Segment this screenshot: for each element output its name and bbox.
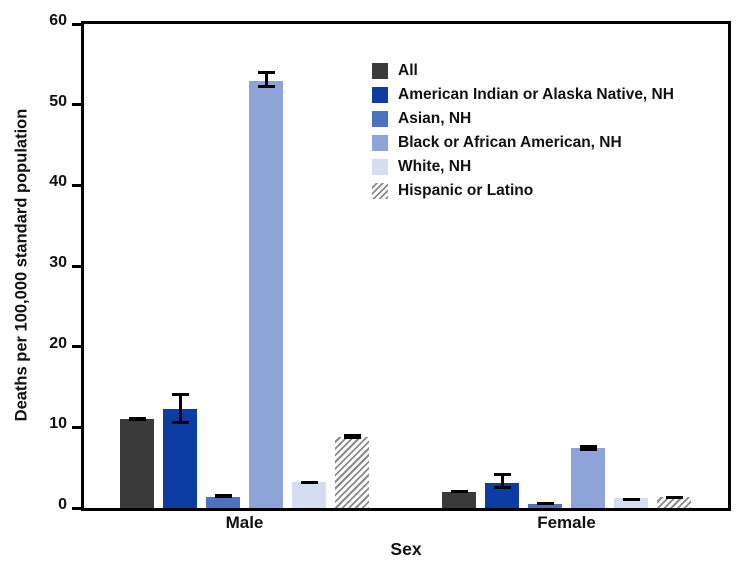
error-bar-cap-bottom [257,84,275,88]
error-bar-cap-bottom [300,480,318,484]
error-bar-cap-bottom [622,497,640,501]
legend-swatch-icon [372,63,388,79]
y-tick-mark [72,425,81,429]
bar-male-hispanic-or-latino [335,437,369,508]
y-tick-label: 60 [49,12,67,29]
legend-label: Asian, NH [398,110,472,127]
error-bar [300,480,318,484]
y-tick-label: 30 [49,254,67,271]
error-bar [128,416,146,421]
bar-female-asian-nh [528,503,562,508]
category-label-female: Female [537,513,596,532]
error-bar-cap-bottom [128,417,146,421]
error-bar-cap-bottom [171,421,189,425]
legend-swatch-icon [372,159,388,175]
error-bar [579,445,597,451]
bar-male-white-nh [292,482,326,508]
error-bar-line [500,473,504,490]
legend-label: Black or African American, NH [398,134,622,151]
bar-female-white-nh [614,498,648,508]
error-bar [257,70,275,88]
y-tick-mark [72,103,81,107]
bar-female-hispanic-or-latino [657,496,691,508]
legend-item: Hispanic or Latino [372,182,674,199]
error-bar-cap-top [257,70,275,74]
error-bar [171,392,189,425]
legend-item: Asian, NH [372,110,674,127]
y-tick-label: 10 [49,415,67,433]
error-bar-line [264,70,268,88]
legend-swatch-icon [372,87,388,103]
legend-label: White, NH [398,158,472,175]
legend-swatch-icon [372,135,388,151]
error-bar-cap-bottom [343,435,361,439]
y-tick-mark [72,345,81,349]
legend-swatch-icon [372,111,388,127]
legend-item: Black or African American, NH [372,134,674,151]
category-label-male: Male [225,513,264,532]
bar-female-all [442,491,476,508]
error-bar [622,497,640,501]
error-bar-cap-bottom [493,486,511,490]
error-bar-cap-top [579,445,597,449]
y-tick-label: 0 [58,496,67,513]
error-bar-cap-bottom [214,495,232,499]
y-tick-label: 40 [49,173,67,191]
x-axis-title: Sex [390,539,422,559]
error-bar [493,473,511,490]
legend-swatch-icon [372,183,388,199]
bar-female-black-or-african-american-nh [571,447,605,508]
bar-male-all [120,419,154,508]
bar-male-black-or-african-american-nh [249,81,283,508]
error-bar [536,502,554,506]
error-bar-cap-top [493,473,511,477]
y-tick-mark [72,22,81,26]
y-tick-mark [72,264,81,268]
legend: All American Indian or Alaska Native, NH A… [372,62,674,199]
legend-label: All [398,62,418,79]
bar-male-american-indian-or-alaska-native-nh [163,408,197,508]
plot-area: All American Indian or Alaska Native, NH A… [72,21,731,511]
legend-item: White, NH [372,158,674,175]
y-tick-label: 50 [49,92,67,110]
y-tick-mark [72,183,81,187]
error-bar-cap-top [171,392,189,396]
legend-label: Hispanic or Latino [398,182,534,199]
error-bar-cap-top [343,433,361,437]
y-tick-label: 20 [49,334,67,352]
error-bar [214,494,232,499]
error-bar [665,495,683,499]
error-bar-line [178,392,182,425]
legend-item: American Indian or Alaska Native, NH [372,86,674,103]
error-bar-cap-bottom [579,447,597,451]
error-bar [450,490,468,494]
error-bar-cap-bottom [536,502,554,506]
bar-male-asian-nh [206,496,240,508]
error-bar [343,433,361,439]
legend-label: American Indian or Alaska Native, NH [398,86,674,103]
error-bar-cap-bottom [450,490,468,494]
y-tick-mark [72,506,81,510]
error-bar-cap-bottom [665,495,683,499]
legend-item: All [372,62,674,79]
